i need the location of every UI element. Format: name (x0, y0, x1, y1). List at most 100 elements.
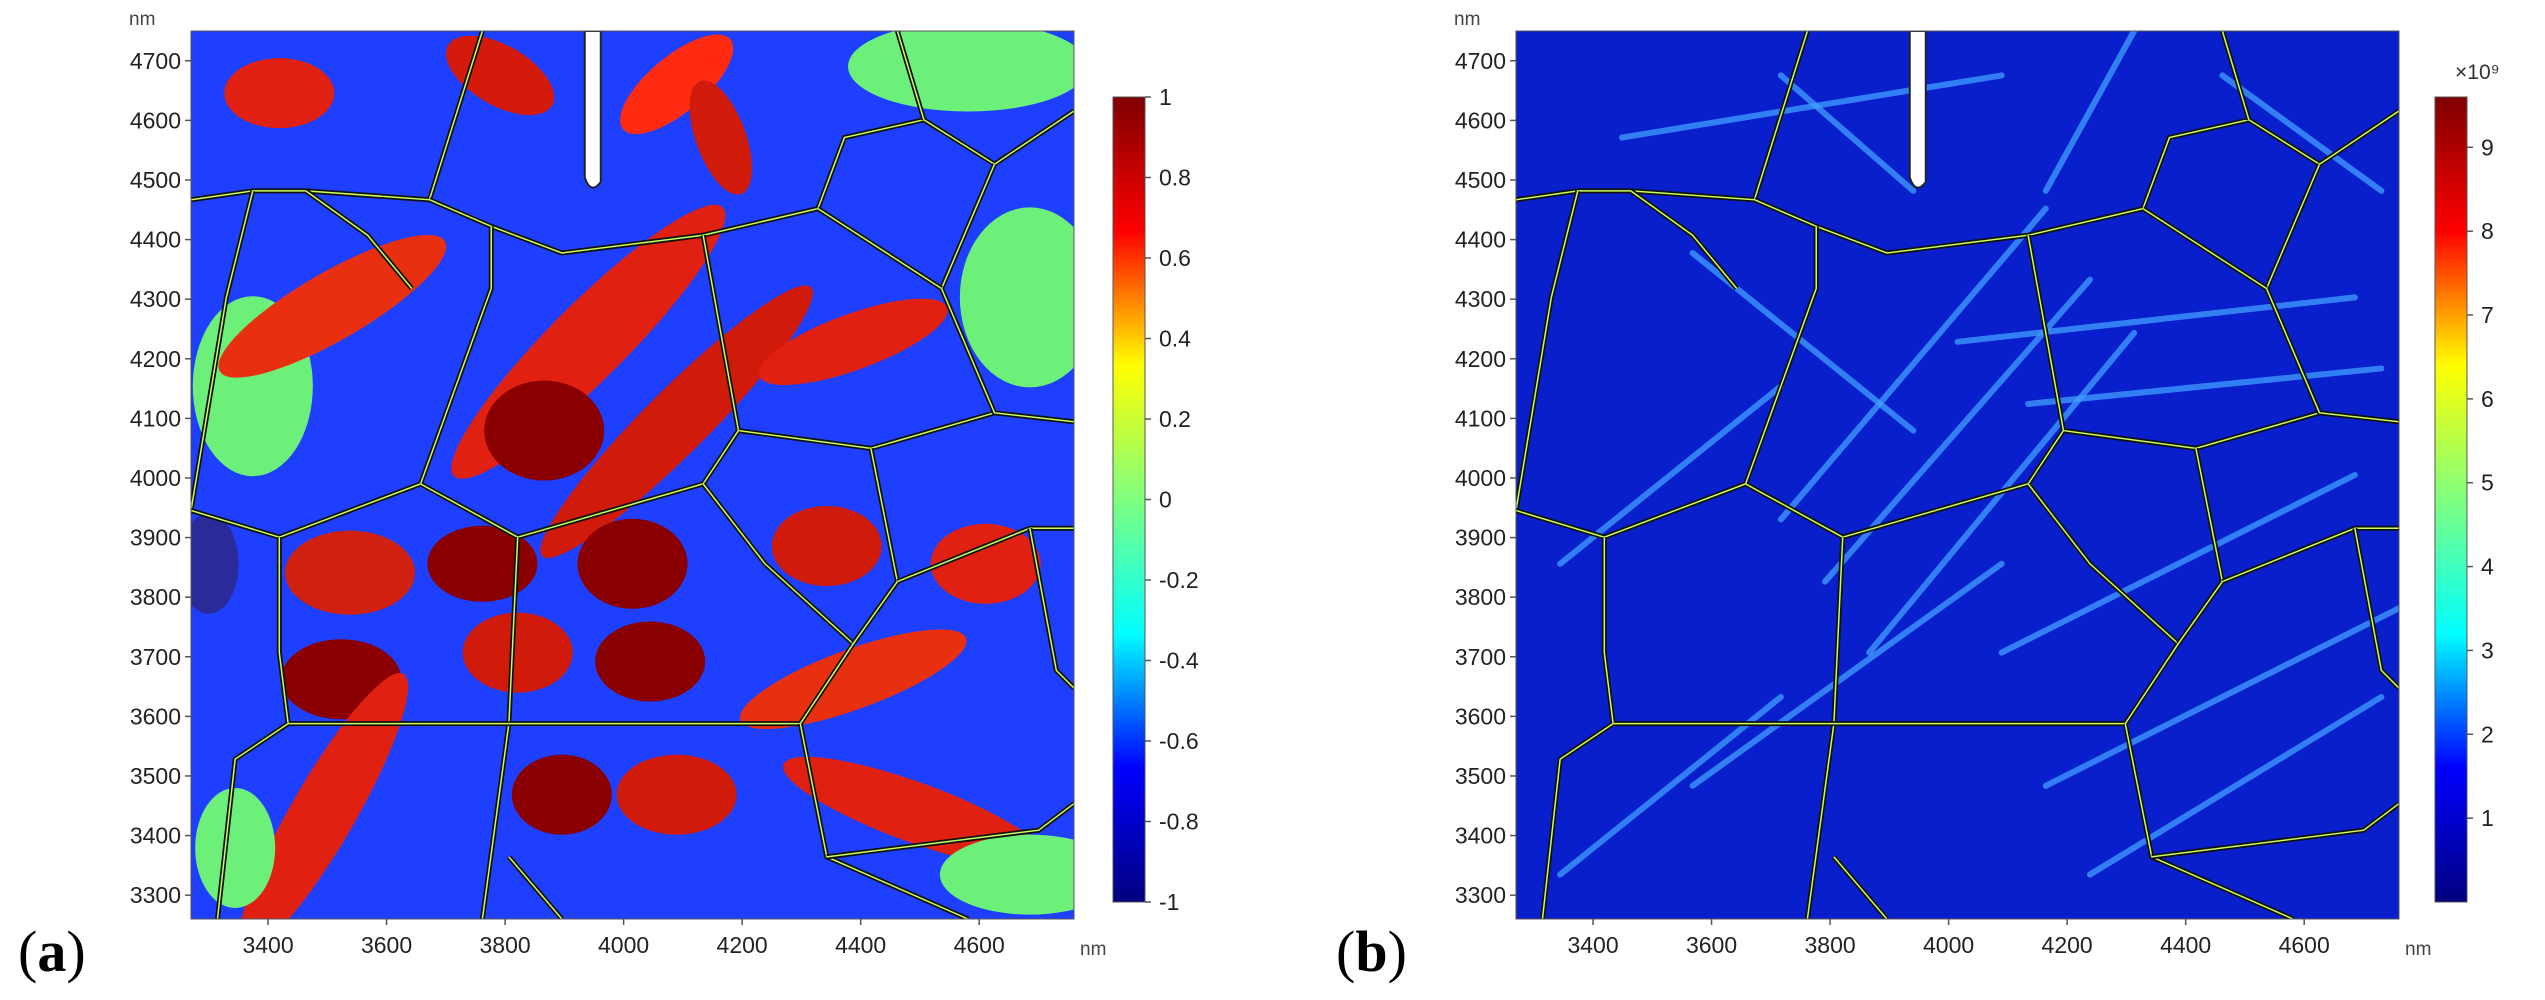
y-tick-label: 4700 (1455, 48, 1506, 74)
grain-boundary-core (2221, 31, 2250, 121)
field-blob (218, 234, 447, 378)
colorbar-tick-label: 1 (1159, 84, 1172, 110)
grain-boundary-core (216, 723, 289, 919)
field-blob (740, 629, 967, 730)
panel-label-b: (b) (1336, 919, 1407, 984)
grain-boundary-core (2354, 528, 2399, 689)
field-streak (2219, 72, 2385, 194)
colorbar (2434, 96, 2468, 903)
colorbar-tick-label: 3 (2481, 637, 2494, 663)
x-tick-label: 3600 (361, 932, 412, 958)
x-tick-label: 3400 (1567, 932, 1618, 958)
grain-boundary-core (2027, 235, 2320, 450)
field-streak (2025, 365, 2385, 407)
grain-boundary-core (191, 190, 254, 511)
grain-boundary-core (429, 199, 819, 254)
grain-boundary-core (1029, 528, 1074, 689)
field-blob (462, 612, 573, 693)
grain-boundary-core (826, 802, 1074, 858)
field-blob (224, 58, 335, 129)
x-tick-label: 3600 (1686, 932, 1737, 958)
y-tick-label: 4400 (1455, 227, 1506, 253)
colorbar-tick-label: 2 (2481, 721, 2494, 747)
field-blob (484, 380, 605, 481)
grain-boundary-core (2151, 802, 2399, 858)
y-tick-label: 4100 (1455, 405, 1506, 431)
colorbar-tick-label: 4 (2481, 554, 2494, 580)
y-tick-label: 4400 (130, 227, 181, 253)
panel-b: 3400 3600 3800 4000 4200 4400 4600 3300 3400 3500… (1272, 0, 2545, 995)
y-tick-label: 4300 (1455, 286, 1506, 312)
y-tick-label: 4000 (1455, 465, 1506, 491)
x-tick-label: 4200 (717, 932, 768, 958)
grain-boundary-core (278, 537, 509, 725)
y-tick-label: 4600 (130, 107, 181, 133)
y-tick-label: 3800 (130, 584, 181, 610)
field-blob (848, 31, 1074, 112)
plot-frame (190, 30, 1075, 920)
x-tick-label: 4600 (954, 932, 1005, 958)
x-tick-label: 3800 (480, 932, 531, 958)
field-blob (238, 672, 409, 919)
field-streak (2086, 694, 2385, 878)
y-tick-label: 4700 (130, 48, 181, 74)
x-tick-label: 4200 (2042, 932, 2093, 958)
x-unit-label: nm (2405, 939, 2431, 960)
colorbar-tick-label: 0.8 (1159, 165, 1191, 191)
y-tick-label: 4500 (1455, 167, 1506, 193)
field-streak (1777, 72, 1917, 194)
y-tick-label: 3500 (1455, 763, 1506, 789)
y-tick-label: 3700 (130, 644, 181, 670)
indenter-tip (583, 31, 602, 189)
field-blob (540, 285, 813, 558)
heatmap-field (1516, 31, 2399, 919)
x-unit-label: nm (1080, 939, 1106, 960)
grain-boundary-core (702, 235, 995, 450)
field-blob (427, 525, 538, 602)
field-blob (758, 298, 948, 385)
grain-boundary-core (2177, 448, 2224, 645)
colorbar-tick-label: -1 (1159, 889, 1179, 915)
field-blob (620, 34, 734, 135)
grain-boundary-core (1541, 723, 1614, 919)
y-tick-label: 3700 (1455, 644, 1506, 670)
y-tick-label: 4500 (130, 167, 181, 193)
colorbar-multiplier: ×10⁹ (2455, 61, 2500, 84)
colorbar-tick-label: 0.2 (1159, 406, 1191, 432)
colorbar-tick-label: 8 (2481, 218, 2494, 244)
field-blob (689, 80, 752, 195)
colorbar (1112, 96, 1146, 903)
field-blob (577, 518, 688, 609)
field-blob (284, 530, 415, 615)
y-tick-label: 3800 (1455, 584, 1506, 610)
colorbar-tick-label: 5 (2481, 470, 2494, 496)
x-tick-label: 4400 (835, 932, 886, 958)
grain-boundary-core (2142, 207, 2267, 290)
y-tick-label: 3900 (130, 525, 181, 551)
grain-boundary-core (1516, 190, 1579, 511)
y-unit-label: nm (1454, 9, 1480, 30)
indenter-tip (1908, 31, 1927, 189)
grain-boundary-core (419, 226, 519, 538)
x-tick-label: 4400 (2160, 932, 2211, 958)
field-blob (959, 207, 1074, 388)
heatmap-field (191, 31, 1074, 919)
field-blob (616, 754, 737, 835)
colorbar-tick-label: 9 (2481, 134, 2494, 160)
field-streak (1618, 72, 2005, 141)
plot-frame (1515, 30, 2400, 920)
field-streak (1954, 294, 2358, 345)
x-tick-label: 3800 (1805, 932, 1856, 958)
y-tick-label: 3500 (130, 763, 181, 789)
y-tick-label: 3900 (1455, 525, 1506, 551)
colorbar-tick-label: 6 (2481, 386, 2494, 412)
field-streak (2042, 605, 2399, 789)
field-blob (783, 756, 1048, 869)
panel-a: 3400 3600 3800 4000 4200 4400 4600 3300 3400 3500… (0, 0, 1272, 995)
grain-boundary-core (2265, 163, 2399, 423)
colorbar-tick-label: 0.6 (1159, 245, 1191, 271)
grain-boundary-core (817, 207, 942, 290)
field-streak (1998, 472, 2358, 656)
field-blob (191, 513, 239, 614)
x-tick-label: 4000 (598, 932, 649, 958)
